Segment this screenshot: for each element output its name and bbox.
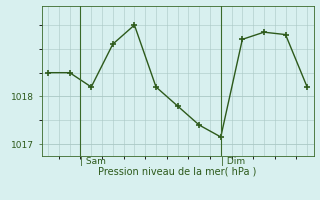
Text: | Sam: | Sam (80, 158, 106, 166)
X-axis label: Pression niveau de la mer( hPa ): Pression niveau de la mer( hPa ) (99, 166, 257, 176)
Text: | Dim: | Dim (221, 158, 245, 166)
